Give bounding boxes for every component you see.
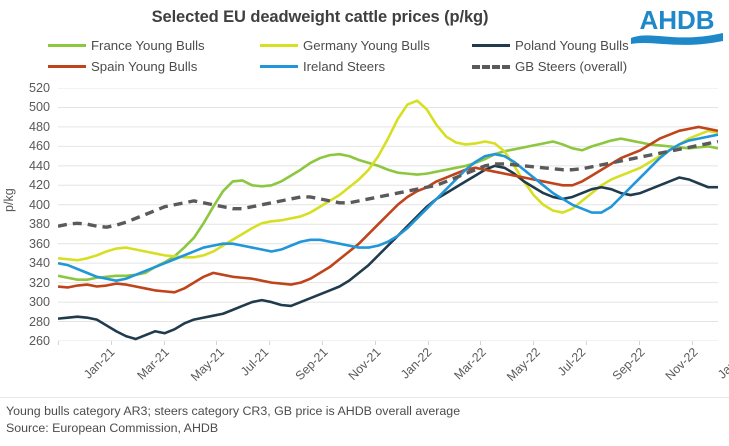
svg-text:AHDB: AHDB xyxy=(639,5,714,35)
y-tick-label: 300 xyxy=(28,295,50,310)
x-tick-label: Jul-21 xyxy=(238,345,272,379)
legend-label-germany: Germany Young Bulls xyxy=(303,38,430,53)
y-tick-label: 380 xyxy=(28,217,50,232)
x-tick-mark xyxy=(638,341,640,345)
legend-label-poland: Poland Young Bulls xyxy=(515,38,629,53)
x-tick-label: May-22 xyxy=(504,345,544,384)
legend-item-gb[interactable]: GB Steers (overall) xyxy=(472,59,627,74)
x-axis: Jan-21 Mar-21 May-21 Jul-21 Sep-21 Nov-21 Jan-… xyxy=(58,341,729,399)
legend-item-germany[interactable]: Germany Young Bulls xyxy=(260,38,430,53)
x-tick-mark xyxy=(163,341,165,345)
x-tick-mark xyxy=(427,341,429,345)
series-line-spain-young-bulls xyxy=(57,125,719,294)
legend-item-spain[interactable]: Spain Young Bulls xyxy=(48,59,197,74)
y-axis-title: p/kg xyxy=(2,188,16,212)
legend-swatch-spain xyxy=(48,65,86,68)
legend-swatch-ireland xyxy=(260,65,298,68)
legend-label-france: France Young Bulls xyxy=(91,38,205,53)
x-tick-label: Jan-21 xyxy=(81,345,118,382)
x-tick-mark xyxy=(374,341,376,345)
legend-item-poland[interactable]: Poland Young Bulls xyxy=(472,38,629,53)
legend-label-gb: GB Steers (overall) xyxy=(515,59,628,74)
series-line-poland-young-bulls xyxy=(57,164,718,341)
page-title: Selected EU deadweight cattle prices (p/… xyxy=(151,8,489,26)
legend-item-france[interactable]: France Young Bulls xyxy=(48,38,205,53)
series-line-germany-young-bulls xyxy=(57,99,719,262)
x-tick-mark xyxy=(110,341,112,345)
x-tick-mark xyxy=(480,341,482,345)
legend-item-ireland[interactable]: Ireland Steers xyxy=(260,59,385,74)
legend-swatch-france xyxy=(48,44,86,47)
x-tick-label: Jan-22 xyxy=(397,345,435,382)
legend-swatch-germany xyxy=(260,44,298,47)
legend-swatch-poland xyxy=(472,44,510,47)
plot-area xyxy=(57,87,719,342)
y-tick-label: 360 xyxy=(28,236,50,251)
footnote-source: Source: European Commission, AHDB xyxy=(6,421,219,435)
y-tick-label: 260 xyxy=(28,334,50,348)
footnote-methodology: Young bulls category AR3; steers categor… xyxy=(6,404,461,418)
y-tick-label: 500 xyxy=(28,100,50,115)
x-tick-label: Jul-22 xyxy=(554,345,589,379)
x-tick-mark xyxy=(586,341,587,345)
series-line-france-young-bulls xyxy=(57,137,719,281)
x-tick-mark xyxy=(269,341,271,345)
footer-divider xyxy=(0,397,729,398)
x-tick-mark xyxy=(216,341,218,345)
x-tick-label: Sep-22 xyxy=(609,345,648,383)
x-tick-label: Sep-21 xyxy=(292,345,331,383)
y-tick-label: 320 xyxy=(28,275,50,290)
x-tick-mark xyxy=(58,341,59,345)
legend-label-ireland: Ireland Steers xyxy=(303,59,386,74)
y-tick-label: 480 xyxy=(28,119,50,134)
y-tick-label: 400 xyxy=(28,197,50,212)
x-tick-label: May-21 xyxy=(187,345,227,384)
y-tick-label: 440 xyxy=(28,158,50,173)
y-tick-label: 280 xyxy=(28,314,50,329)
y-tick-label: 520 xyxy=(28,81,50,95)
legend-label-spain: Spain Young Bulls xyxy=(91,59,198,74)
y-tick-label: 460 xyxy=(28,139,50,154)
plot-svg xyxy=(57,87,719,342)
ahdb-logo: AHDB xyxy=(629,2,725,46)
x-tick-label: Nov-22 xyxy=(662,345,701,383)
x-tick-label: Mar-21 xyxy=(134,345,172,383)
legend-swatch-gb xyxy=(472,64,510,69)
y-axis: 520 500 480 460 440 420 400 380 360 340 320 300 280 2… xyxy=(0,81,54,348)
x-tick-mark xyxy=(691,341,693,345)
x-tick-mark xyxy=(533,341,535,345)
x-tick-label: Nov-21 xyxy=(345,345,384,383)
y-tick-label: 340 xyxy=(28,256,50,271)
x-tick-label: Jan-23 xyxy=(714,345,729,382)
y-tick-label: 420 xyxy=(28,178,50,193)
chart-legend: France Young Bulls Germany Young Bulls P… xyxy=(48,38,658,80)
series-line-gb-steers-overall xyxy=(57,139,719,229)
x-tick-label: Mar-22 xyxy=(451,345,489,383)
series-line-ireland-steers xyxy=(57,133,719,282)
x-tick-mark xyxy=(322,341,323,345)
